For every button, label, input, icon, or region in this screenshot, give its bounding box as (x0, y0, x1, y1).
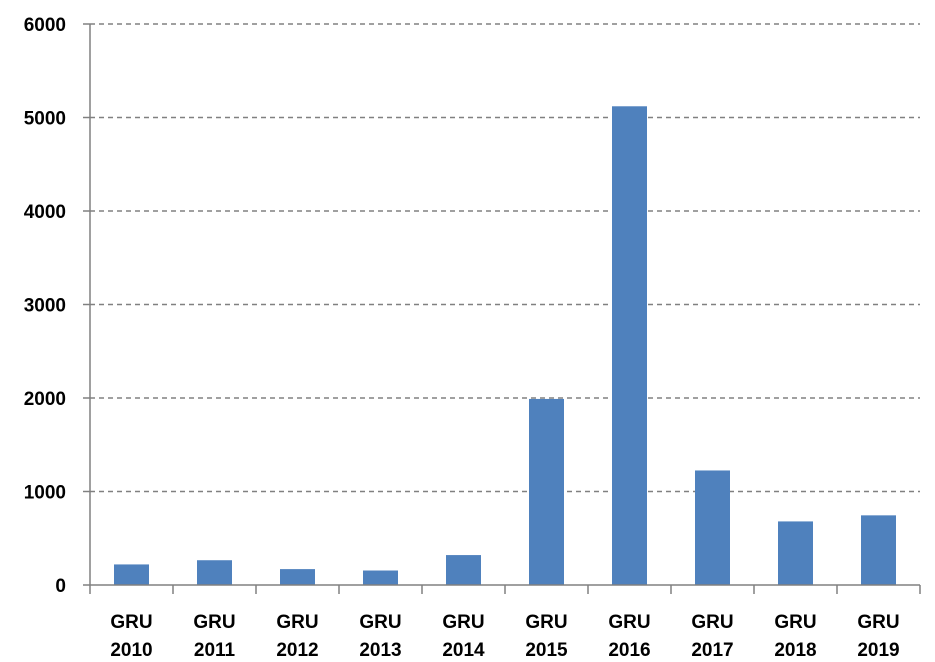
y-tick-label: 1000 (24, 483, 66, 504)
x-tick-label-line: 2011 (194, 640, 236, 661)
x-tick-label-line: 2016 (608, 640, 650, 661)
bars (114, 106, 896, 585)
gridlines (90, 23, 920, 493)
x-tick-label-line: GRU (276, 612, 318, 633)
x-tick-label-line: GRU (525, 612, 567, 633)
y-tick-label: 6000 (24, 15, 66, 36)
y-tick-label: 2000 (24, 389, 66, 410)
bar (612, 106, 647, 585)
bar (861, 515, 896, 585)
x-tick-label: GRU 2016 (608, 612, 650, 661)
x-tick-label-line: 2017 (691, 640, 733, 661)
bar (529, 398, 564, 585)
x-tick-label-line: 2015 (525, 640, 568, 661)
x-tick-label: GRU 2017 (691, 612, 733, 661)
x-tick-label-line: 2012 (276, 640, 318, 661)
y-axis-ticks: 0 1000 2000 3000 4000 5000 6000 (24, 15, 90, 597)
y-tick-label: 0 (55, 576, 66, 597)
bar (446, 555, 481, 585)
x-tick-label-line: 2014 (442, 640, 485, 661)
y-tick-label: 4000 (24, 202, 66, 223)
x-tick-label: GRU 2014 (442, 612, 485, 661)
y-tick-label: 5000 (24, 109, 66, 130)
x-tick-label: GRU 2010 (110, 612, 152, 661)
x-tick-label-line: GRU (857, 612, 899, 633)
x-tick-label-line: 2019 (857, 640, 899, 661)
x-tick-label: GRU 2013 (359, 612, 401, 661)
x-tick-label-line: 2013 (359, 640, 401, 661)
x-tick-label: GRU 2018 (774, 612, 816, 661)
x-tick-label-line: GRU (193, 612, 235, 633)
bar (197, 560, 232, 585)
x-tick-label-line: 2018 (774, 640, 816, 661)
x-tick-label: GRU 2011 (193, 612, 235, 661)
bar (778, 521, 813, 585)
bar (695, 470, 730, 585)
axes (89, 24, 921, 594)
x-tick-label: GRU 2019 (857, 612, 899, 661)
x-axis-labels: GRU 2010 GRU 2011 GRU 2012 GRU 2013 GRU 2014 GRU 20… (110, 612, 899, 661)
x-tick-label: GRU 2015 (525, 612, 568, 661)
x-tick-label-line: GRU (110, 612, 152, 633)
x-tick-label-line: GRU (359, 612, 401, 633)
x-tick-label-line: GRU (442, 612, 484, 633)
x-tick-label-line: GRU (691, 612, 733, 633)
bar (363, 570, 398, 585)
x-tick-label-line: GRU (774, 612, 816, 633)
x-tick-label-line: GRU (608, 612, 650, 633)
bar (280, 569, 315, 585)
x-tick-label: GRU 2012 (276, 612, 318, 661)
x-tick-label-line: 2010 (110, 640, 152, 661)
y-tick-label: 3000 (24, 296, 66, 317)
bar (114, 564, 149, 585)
